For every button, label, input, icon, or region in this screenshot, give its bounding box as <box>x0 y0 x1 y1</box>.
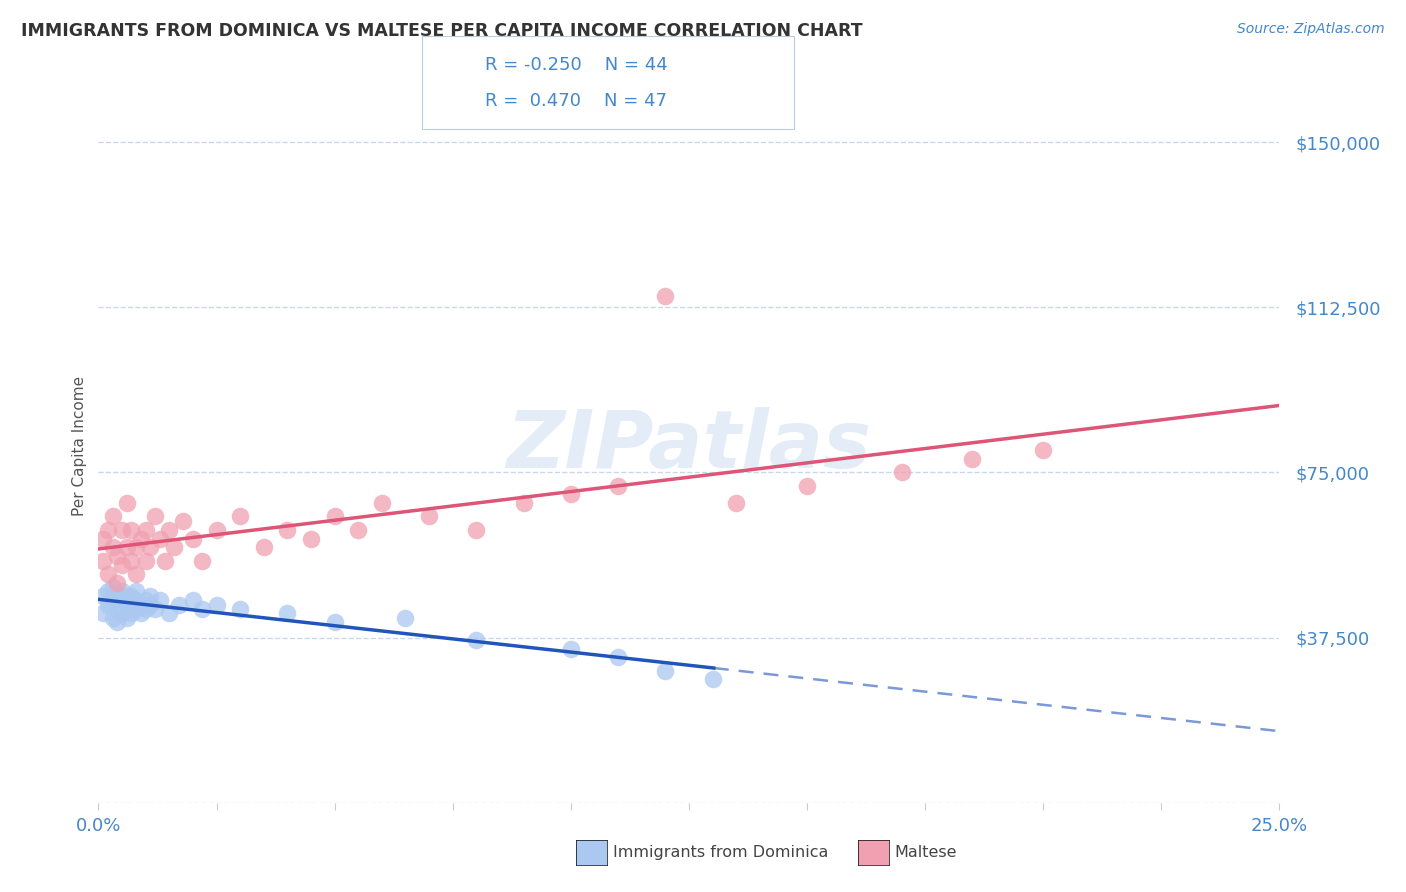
Point <box>105 602 128 616</box>
Point <box>181 532 204 546</box>
Point <box>91 553 114 567</box>
Point <box>125 602 148 616</box>
Point <box>191 553 214 567</box>
Point <box>105 589 128 603</box>
Point <box>607 650 630 665</box>
Point <box>276 523 298 537</box>
Point <box>725 496 748 510</box>
Point <box>149 532 172 546</box>
Point <box>205 598 228 612</box>
Point <box>115 589 138 603</box>
Text: Immigrants from Dominica: Immigrants from Dominica <box>613 846 828 860</box>
Point <box>125 541 148 555</box>
Point <box>347 523 370 537</box>
Text: R =  0.470    N = 47: R = 0.470 N = 47 <box>485 92 666 110</box>
Point <box>654 289 676 303</box>
Point <box>157 607 180 621</box>
Point <box>101 580 124 594</box>
Point <box>115 611 138 625</box>
Point <box>139 541 162 555</box>
Point <box>125 584 148 599</box>
Point <box>97 584 120 599</box>
Point <box>560 487 582 501</box>
Point <box>115 598 138 612</box>
Point <box>91 589 114 603</box>
Y-axis label: Per Capita Income: Per Capita Income <box>72 376 87 516</box>
Point <box>890 466 912 480</box>
Point <box>97 598 120 612</box>
Point <box>101 593 124 607</box>
Point <box>91 532 114 546</box>
Point <box>560 641 582 656</box>
Point <box>299 532 322 546</box>
Point <box>394 611 416 625</box>
Point <box>105 615 128 630</box>
Point <box>276 607 298 621</box>
Point <box>111 607 134 621</box>
Point <box>121 602 143 616</box>
Text: IMMIGRANTS FROM DOMINICA VS MALTESE PER CAPITA INCOME CORRELATION CHART: IMMIGRANTS FROM DOMINICA VS MALTESE PER … <box>21 22 863 40</box>
Point <box>512 496 534 510</box>
Point <box>121 553 143 567</box>
Point <box>125 566 148 581</box>
Point <box>111 593 134 607</box>
Point <box>143 509 166 524</box>
Point <box>371 496 394 510</box>
Point <box>139 598 162 612</box>
Point <box>167 598 190 612</box>
Point <box>121 607 143 621</box>
Point <box>229 509 252 524</box>
Point <box>143 602 166 616</box>
Point <box>149 593 172 607</box>
Point <box>163 541 186 555</box>
Point <box>121 523 143 537</box>
Point <box>115 541 138 555</box>
Point <box>465 523 488 537</box>
Point <box>418 509 440 524</box>
Point <box>153 553 176 567</box>
Point <box>121 589 143 603</box>
Point <box>139 589 162 603</box>
Point <box>101 509 124 524</box>
Point <box>607 478 630 492</box>
Point <box>105 575 128 590</box>
Point <box>205 523 228 537</box>
Text: ZIPatlas: ZIPatlas <box>506 407 872 485</box>
Point <box>135 553 157 567</box>
Point <box>135 602 157 616</box>
Point <box>323 509 346 524</box>
Text: Source: ZipAtlas.com: Source: ZipAtlas.com <box>1237 22 1385 37</box>
Point <box>157 523 180 537</box>
Text: R = -0.250    N = 44: R = -0.250 N = 44 <box>485 56 668 74</box>
Point <box>129 598 152 612</box>
Point <box>97 523 120 537</box>
Point <box>129 607 152 621</box>
Point <box>962 452 984 467</box>
Point <box>111 558 134 572</box>
Point <box>181 593 204 607</box>
Point <box>1032 443 1054 458</box>
Point <box>111 523 134 537</box>
Point <box>465 632 488 647</box>
Point <box>229 602 252 616</box>
Point <box>654 664 676 678</box>
Point <box>253 541 276 555</box>
Point <box>115 496 138 510</box>
Point <box>135 523 157 537</box>
Point <box>91 607 114 621</box>
Point <box>101 611 124 625</box>
Point <box>796 478 818 492</box>
Point <box>101 541 124 555</box>
Point <box>111 584 134 599</box>
Text: Maltese: Maltese <box>894 846 956 860</box>
Point <box>323 615 346 630</box>
Point <box>172 514 194 528</box>
Point <box>135 593 157 607</box>
Point <box>702 673 724 687</box>
Point <box>191 602 214 616</box>
Point <box>105 549 128 563</box>
Point <box>97 566 120 581</box>
Point <box>129 532 152 546</box>
Point <box>125 593 148 607</box>
